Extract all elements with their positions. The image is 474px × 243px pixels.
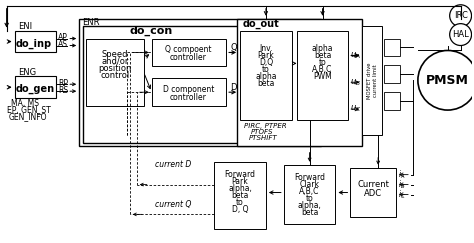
Text: PTOFS: PTOFS — [251, 129, 273, 135]
Text: beta: beta — [314, 51, 331, 60]
Bar — [237, 19, 362, 146]
Text: ADC: ADC — [364, 189, 382, 198]
Text: AP: AP — [58, 33, 68, 42]
Text: Q: Q — [230, 43, 237, 52]
Text: current Q: current Q — [155, 200, 191, 209]
Text: Clark: Clark — [300, 180, 319, 189]
Circle shape — [450, 24, 472, 45]
Text: alpha: alpha — [255, 72, 277, 81]
Text: PTSHIFT: PTSHIFT — [249, 135, 278, 141]
Text: do_con: do_con — [130, 26, 173, 36]
Bar — [350, 168, 396, 217]
Bar — [384, 65, 400, 83]
Text: D,Q: D,Q — [259, 58, 273, 67]
Text: EP, GEN_ST: EP, GEN_ST — [7, 105, 50, 115]
Text: alpha,: alpha, — [228, 184, 252, 193]
Text: Speed: Speed — [102, 50, 128, 59]
Text: do_inp: do_inp — [16, 38, 52, 49]
Bar — [240, 31, 292, 120]
Text: to: to — [319, 58, 327, 67]
Bar — [152, 39, 226, 66]
Text: to: to — [236, 198, 244, 207]
Text: Park: Park — [257, 51, 274, 60]
Bar — [15, 76, 56, 98]
Text: alpha: alpha — [312, 44, 333, 53]
Text: $u_A$: $u_A$ — [350, 50, 361, 61]
Text: alpha,: alpha, — [298, 201, 321, 210]
Text: ENI: ENI — [18, 22, 33, 31]
Text: PIRC, PTPER: PIRC, PTPER — [244, 123, 287, 129]
Text: Current: Current — [357, 180, 389, 189]
Text: MOSFET drive
current limit: MOSFET drive current limit — [367, 62, 378, 98]
Text: D, Q: D, Q — [232, 205, 248, 214]
Text: $i_C$: $i_C$ — [398, 188, 406, 201]
Text: RP: RP — [58, 79, 68, 88]
Text: ENR: ENR — [82, 18, 100, 27]
Text: A,B,C: A,B,C — [312, 65, 333, 74]
Bar — [83, 26, 317, 143]
Text: PWM: PWM — [313, 72, 332, 81]
Text: current D: current D — [155, 160, 191, 169]
Text: D: D — [230, 83, 237, 92]
Text: beta: beta — [257, 79, 274, 88]
Text: GEN_INFO: GEN_INFO — [9, 113, 47, 122]
Text: Inv.: Inv. — [259, 44, 273, 53]
Text: Park: Park — [232, 177, 248, 186]
Text: controller: controller — [170, 53, 207, 62]
Text: HAL: HAL — [452, 30, 469, 39]
Bar — [297, 31, 348, 120]
Text: MA, MS: MA, MS — [10, 99, 38, 108]
Bar — [362, 26, 382, 135]
Text: position: position — [98, 64, 132, 73]
Text: Forward: Forward — [294, 173, 325, 182]
Text: ENG: ENG — [18, 68, 36, 77]
Bar — [214, 162, 266, 229]
Text: D component: D component — [163, 85, 214, 94]
Text: do_out: do_out — [243, 18, 280, 29]
Text: controller: controller — [170, 93, 207, 102]
Bar — [384, 39, 400, 56]
Circle shape — [418, 51, 474, 110]
Text: IRC: IRC — [454, 11, 467, 20]
Text: and/or: and/or — [101, 57, 128, 66]
Text: Q compoent: Q compoent — [165, 45, 212, 54]
Text: A,B,C: A,B,C — [300, 187, 320, 196]
Bar — [15, 31, 56, 52]
Text: control: control — [100, 71, 129, 80]
Text: Forward: Forward — [225, 170, 255, 179]
Text: $u_B$: $u_B$ — [350, 77, 361, 87]
Text: to: to — [306, 194, 313, 203]
Text: $i_B$: $i_B$ — [398, 178, 405, 191]
Bar — [284, 165, 336, 224]
Text: AS: AS — [58, 40, 68, 49]
Text: RS: RS — [58, 86, 68, 95]
Text: beta: beta — [231, 191, 249, 200]
Text: $i_A$: $i_A$ — [398, 168, 405, 181]
Bar — [384, 92, 400, 110]
Text: do_gen: do_gen — [16, 84, 55, 94]
Text: beta: beta — [301, 208, 319, 217]
Circle shape — [450, 5, 472, 27]
Bar — [86, 39, 144, 106]
Bar — [152, 78, 226, 106]
Text: $u_C$: $u_C$ — [350, 104, 362, 114]
Text: to: to — [262, 65, 270, 74]
Bar — [79, 19, 320, 146]
Text: PMSM: PMSM — [426, 74, 469, 87]
